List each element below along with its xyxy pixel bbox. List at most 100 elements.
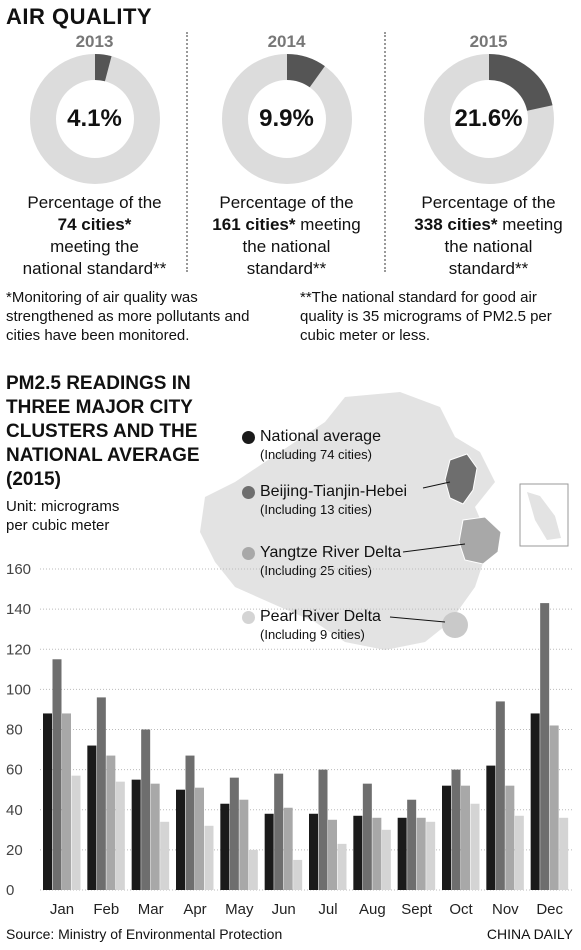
- legend-label: Beijing-Tianjin-Hebei: [260, 483, 408, 500]
- china-map: [200, 392, 569, 650]
- bar: [131, 779, 141, 890]
- bar: [362, 783, 372, 890]
- caption-line: national standard**: [22, 259, 167, 278]
- bar: [407, 799, 417, 890]
- map-region-prd: [442, 612, 468, 638]
- bar: [486, 765, 496, 890]
- donut-year: 2014: [267, 32, 306, 51]
- bar: [514, 815, 524, 890]
- caption-line: 338 cities* meeting: [396, 214, 581, 236]
- caption-line: the national: [242, 237, 331, 256]
- bar: [274, 773, 284, 890]
- donut-chart: 4.1%: [29, 54, 160, 184]
- y-tick-label: 80: [6, 722, 23, 739]
- caption-after: meeting: [502, 215, 563, 234]
- leader-bth: [422, 481, 451, 489]
- legend-label: National average: [260, 428, 381, 445]
- leader-yrd: [402, 543, 466, 553]
- bar: [96, 697, 106, 890]
- donut-segment: [487, 54, 553, 112]
- legend-sub: (Including 9 cities): [260, 627, 365, 642]
- donut-percent: 9.9%: [259, 105, 314, 132]
- donut-2013: 2013 4.1% Percentage of the 74 cities* m…: [2, 32, 187, 280]
- donut-svg: [423, 54, 554, 184]
- bar: [337, 843, 347, 890]
- bar: [71, 775, 81, 890]
- bar: [264, 813, 274, 890]
- x-tick-label: Dec: [536, 901, 563, 918]
- bar: [220, 803, 230, 890]
- x-tick-label: Jun: [272, 901, 296, 918]
- legend-dot: [242, 547, 255, 560]
- bar: [461, 785, 470, 890]
- donut-svg: [29, 54, 160, 184]
- bar: [353, 815, 363, 890]
- source-line: Source: Ministry of Environmental Protec…: [6, 926, 283, 942]
- bar: [381, 829, 391, 890]
- caption-line: the national: [444, 237, 533, 256]
- bar: [328, 819, 337, 890]
- legend-dot: [242, 486, 255, 499]
- bar: [416, 817, 426, 890]
- y-tick-label: 160: [6, 561, 31, 578]
- bar: [540, 603, 550, 890]
- bar: [52, 659, 62, 890]
- caption-line: 74 cities*: [2, 214, 187, 236]
- credit-line: CHINA DAILY: [486, 926, 573, 942]
- bar: [495, 701, 505, 890]
- donut-svg: [221, 54, 352, 184]
- bar: [115, 781, 125, 890]
- leader-prd: [389, 616, 446, 623]
- y-tick-label: 60: [6, 762, 23, 779]
- donut-chart: 21.6%: [423, 54, 554, 184]
- pm-bar-chart: 0 20 40 60 80 100 120 140 160 Jan Feb Mar Apr May Jun J…: [6, 561, 572, 918]
- x-tick-label: Nov: [492, 901, 519, 918]
- caption-bold: 161 cities*: [212, 215, 296, 234]
- bar: [248, 849, 258, 890]
- donut-year: 2015: [469, 32, 508, 51]
- bar: [318, 769, 328, 890]
- donut-segment: [94, 54, 112, 82]
- legend-national: National average (Including 74 cities): [242, 428, 381, 463]
- footnote-standard: **The national standard for good air qua…: [300, 289, 552, 344]
- page-title: AIR QUALITY: [6, 4, 153, 29]
- caption-line: 161 cities* meeting: [194, 214, 379, 236]
- bar: [549, 725, 559, 890]
- bar: [176, 789, 185, 890]
- legend-prd: Pearl River Delta (Including 9 cities): [242, 608, 381, 643]
- bar: [43, 713, 52, 890]
- caption-after: meeting: [300, 215, 361, 234]
- separator: [384, 32, 386, 272]
- unit-label: Unit: micrograms per cubic meter: [6, 498, 120, 534]
- legend-sub: (Including 74 cities): [260, 447, 372, 462]
- bar: [62, 713, 71, 890]
- bar: [141, 729, 151, 890]
- donut-caption: Percentage of the 338 cities* meeting th…: [396, 192, 581, 280]
- x-tick-label: Feb: [93, 901, 119, 918]
- donut-chart: 9.9%: [221, 54, 352, 184]
- donut-percent: 21.6%: [454, 105, 523, 132]
- bar: [426, 821, 436, 890]
- map-mainland: [200, 392, 495, 650]
- y-tick-label: 140: [6, 601, 31, 618]
- legend-dot: [242, 611, 255, 624]
- legend-label: Yangtze River Delta: [260, 544, 402, 561]
- bar: [530, 713, 540, 890]
- donut-2014: 2014 9.9% Percentage of the 161 cities* …: [194, 32, 379, 280]
- donut-segment: [285, 54, 325, 88]
- bar: [397, 817, 407, 890]
- legend-sub: (Including 13 cities): [260, 502, 372, 517]
- caption-line: Percentage of the: [27, 193, 162, 212]
- caption-line: Percentage of the: [219, 193, 354, 212]
- bar: [160, 821, 170, 890]
- caption-bold: 338 cities*: [414, 215, 498, 234]
- x-tick-label: Aug: [359, 901, 386, 918]
- y-tick-label: 100: [6, 681, 31, 698]
- legend-yrd: Yangtze River Delta (Including 25 cities…: [242, 544, 402, 579]
- caption-bold: 74 cities*: [57, 215, 132, 234]
- x-tick-label: May: [225, 901, 254, 918]
- bar: [559, 817, 569, 890]
- bar: [229, 777, 239, 890]
- x-tick-label: Mar: [138, 901, 164, 918]
- bar: [505, 785, 515, 890]
